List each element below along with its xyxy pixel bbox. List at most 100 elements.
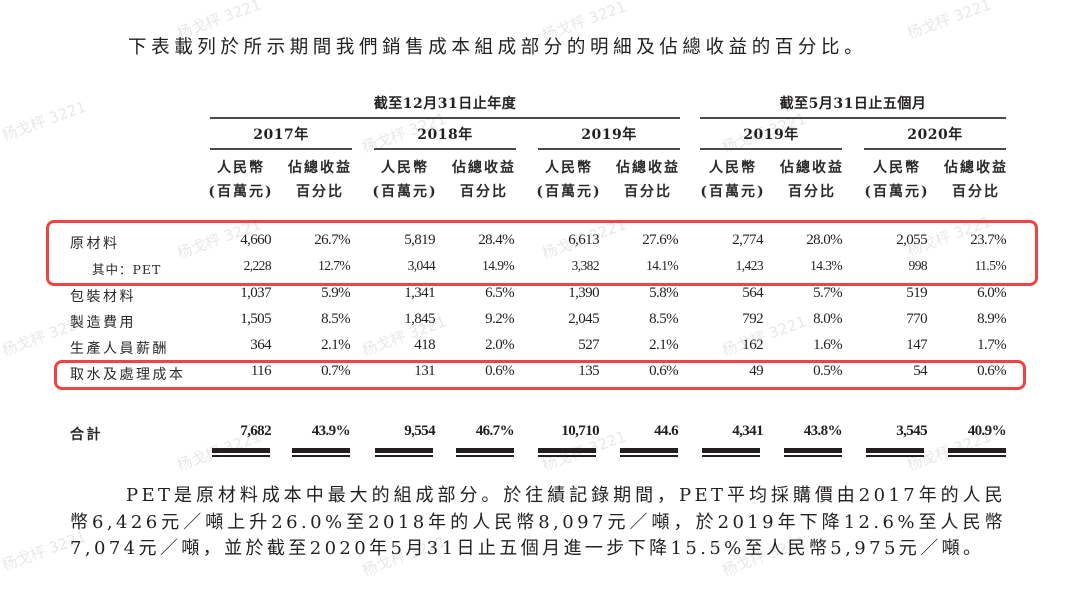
percent-cell: 1.7% [977,337,1006,353]
percent-cell: 23.7% [970,232,1006,248]
percent-cell: 6.0% [977,285,1006,301]
row-label: 取水及處理成本 [70,367,186,383]
divider [210,117,680,119]
col-header-amount: 人民幣 (百萬元) [864,160,930,200]
divider [864,148,1006,150]
percent-cell: 14.9% [482,258,514,273]
period-header: 2020年 [907,127,963,143]
total-underline [456,448,514,457]
col-header-amount: 人民幣 (百萬元) [536,160,602,200]
percent-cell: 5.9% [321,285,350,301]
percent-cell: 8.5% [321,311,350,327]
amount-cell: 792 [742,311,763,327]
percent-cell: 27.6% [642,232,678,248]
period-header: 2019年 [581,127,637,143]
amount-cell: 564 [742,285,763,301]
amount-cell: 1,341 [404,285,435,301]
amount-cell: 2,055 [896,232,927,248]
pet-price-paragraph: PET是原材料成本中最大的組成部分。於往績記錄期間，PET平均採購價由2017年… [70,483,1006,563]
amount-cell: 2,045 [568,311,599,327]
percent-cell: 2.1% [321,337,350,353]
paragraph-text: PET是原材料成本中最大的組成部分。於往績記錄期間，PET平均採購價由2017年… [70,485,1006,559]
divider [538,148,680,150]
intro-text: 下表載列於所示期間我們銷售成本組成部分的明細及佔總收益的百分比。 [128,37,868,58]
amount-cell: 1,845 [404,311,435,327]
percent-cell: 28.4% [478,232,514,248]
amount-cell: 2,774 [732,232,763,248]
amount-cell: 418 [414,337,435,353]
percent-cell: 0.6% [649,363,678,379]
amount-cell: 147 [906,337,927,353]
percent-cell: 6.5% [485,285,514,301]
total-underline [948,448,1006,457]
total-label: 合計 [70,427,103,443]
amount-cell: 7,682 [240,423,271,439]
total-underline [702,448,760,457]
percent-cell: 43.9% [311,423,351,439]
amount-cell: 519 [906,285,927,301]
percent-cell: 5.8% [649,285,678,301]
total-underline [784,448,842,457]
percent-cell: 43.8% [803,423,843,439]
total-underline [866,448,924,457]
percent-cell: 9.2% [485,311,514,327]
amount-cell: 3,545 [896,423,927,439]
amount-cell: 9,554 [404,423,435,439]
col-header-amount: 人民幣 (百萬元) [208,160,274,200]
percent-cell: 8.0% [813,311,842,327]
row-label: 包裝材料 [70,289,136,305]
percent-cell: 11.5% [974,258,1007,273]
col-header-pct: 佔總收益 百分比 [944,160,1008,200]
col-header-pct: 佔總收益 百分比 [780,160,844,200]
percent-cell: 12.7% [318,258,350,273]
total-underline [292,448,350,457]
percent-cell: 0.5% [813,363,842,379]
amount-cell: 4,660 [240,232,271,248]
divider [700,148,842,150]
divider [700,117,1006,119]
amount-cell: 162 [742,337,763,353]
amount-cell: 2,228 [243,258,272,273]
highlight-box-raw-materials [46,220,1038,286]
percent-cell: 14.1% [646,258,678,273]
highlight-box-water-cost [54,360,1026,390]
percent-cell: 2.0% [485,337,514,353]
col-header-pct: 佔總收益 百分比 [616,160,680,200]
percent-cell: 44.6 [654,423,678,439]
percent-cell: 28.0% [806,232,842,248]
amount-cell: 3,044 [407,258,436,273]
amount-cell: 1,505 [240,311,271,327]
group-header-fy: 截至12月31日止年度 [373,96,517,112]
amount-cell: 3,382 [571,258,600,273]
row-label: 製造費用 [70,315,136,331]
col-header-amount: 人民幣 (百萬元) [700,160,766,200]
amount-cell: 54 [913,363,927,379]
row-label: 生產人員薪酬 [70,341,169,357]
cost-of-sales-table: 截至12月31日止年度 截至5月31日止五個月 2017年 2018年 2019… [46,96,1038,457]
percent-cell: 2.1% [649,337,678,353]
period-header: 2018年 [417,127,473,143]
amount-cell: 131 [414,363,435,379]
amount-cell: 6,613 [568,232,599,248]
amount-cell: 527 [578,337,599,353]
amount-cell: 364 [250,337,271,353]
amount-cell: 770 [906,311,927,327]
amount-cell: 1,390 [568,285,599,301]
divider [210,148,352,150]
percent-cell: 40.9% [967,423,1007,439]
amount-cell: 10,710 [561,423,599,439]
percent-cell: 0.6% [977,363,1006,379]
group-header-5m: 截至5月31日止五個月 [779,96,927,112]
col-header-amount: 人民幣 (百萬元) [372,160,438,200]
percent-cell: 8.5% [649,311,678,327]
percent-cell: 46.7% [475,423,515,439]
amount-cell: 998 [908,258,928,273]
row-label: 其中：PET [92,262,162,277]
col-header-pct: 佔總收益 百分比 [288,160,352,200]
amount-cell: 4,341 [732,423,763,439]
period-header: 2017年 [253,127,309,143]
col-header-pct: 佔總收益 百分比 [452,160,516,200]
percent-cell: 0.6% [485,363,514,379]
amount-cell: 1,037 [240,285,271,301]
percent-cell: 1.6% [813,337,842,353]
